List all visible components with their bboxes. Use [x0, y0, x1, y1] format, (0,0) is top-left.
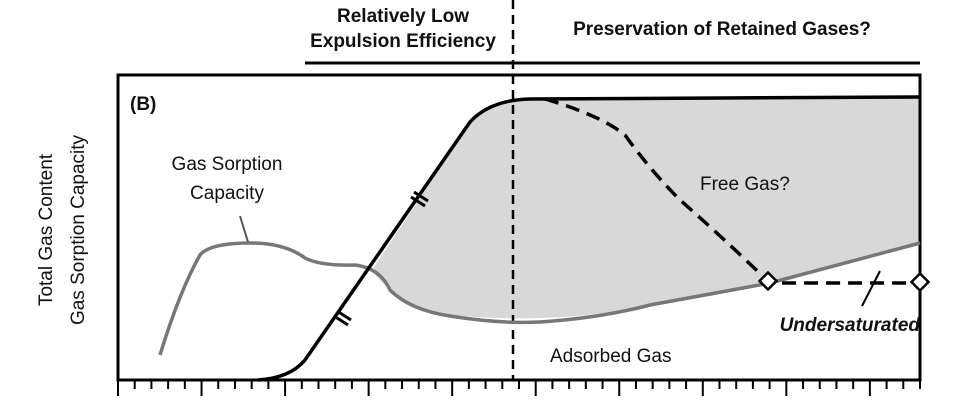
curve-label: Gas Sorption — [172, 154, 283, 175]
header-right: Preservation of Retained Gases? — [573, 19, 871, 40]
region-label: Free Gas? — [700, 174, 790, 195]
marker — [757, 270, 779, 292]
region-label: Undersaturated — [780, 315, 921, 336]
x-ticks — [117, 380, 921, 396]
leader-line — [239, 215, 249, 243]
sorption-curve — [158, 241, 921, 356]
leader-line — [861, 270, 881, 307]
free-gas-curve — [544, 97, 920, 285]
header-left-line: Relatively Low — [337, 6, 469, 27]
header-left-line: Expulsion Efficiency — [310, 31, 496, 52]
y-axis-title: Total Gas Content — [36, 153, 57, 306]
shaded-region — [372, 97, 920, 319]
y-axis-title: Gas Sorption Capacity — [68, 134, 89, 325]
panel-label: (B) — [130, 94, 156, 115]
total-gas-curve — [257, 95, 921, 382]
marker — [909, 271, 931, 293]
region-label: Adsorbed Gas — [550, 346, 671, 367]
curve-label: Capacity — [190, 183, 264, 204]
hash-marks — [333, 190, 429, 327]
